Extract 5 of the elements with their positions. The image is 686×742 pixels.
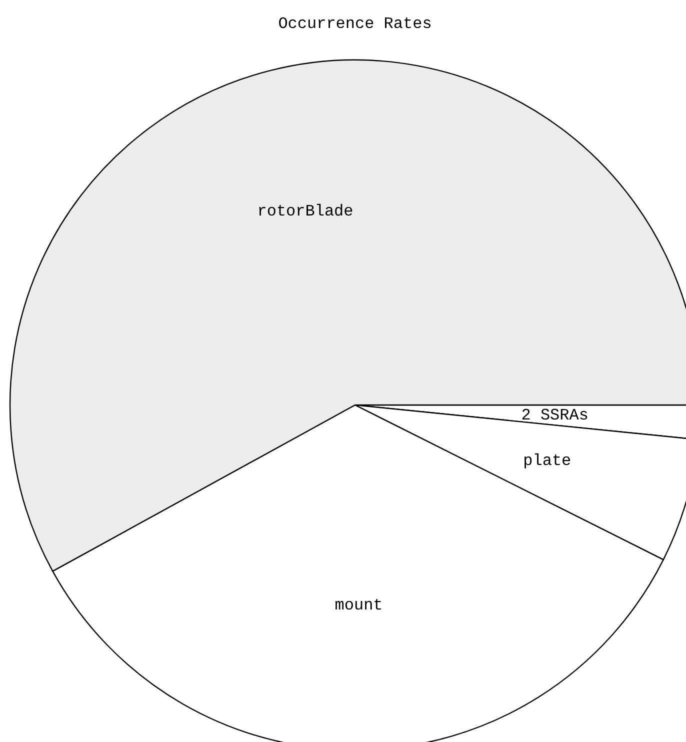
slice-label: plate <box>523 452 572 470</box>
slice-label: mount <box>334 596 383 614</box>
chart-title: Occurrence Rates <box>278 15 432 33</box>
slice-label: rotorBlade <box>257 202 354 220</box>
slice-label: 2 SSRAs <box>521 406 588 424</box>
